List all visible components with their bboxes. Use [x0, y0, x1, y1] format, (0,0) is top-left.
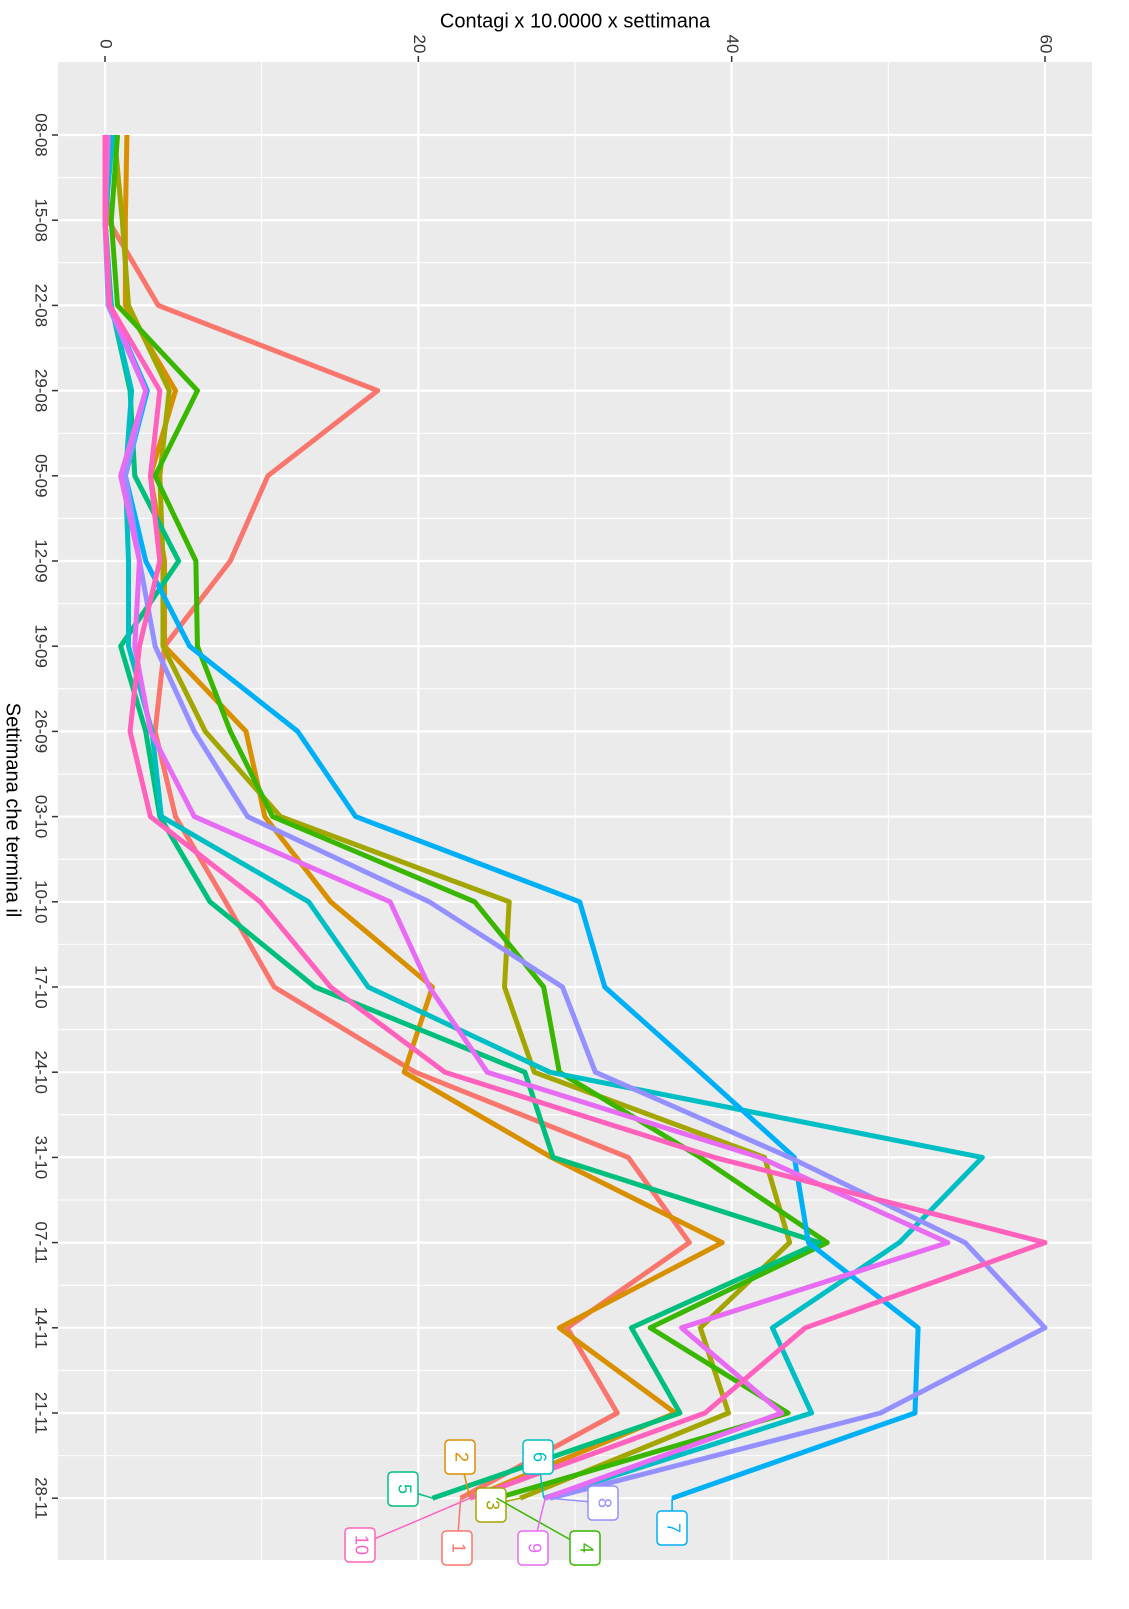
category-tick-label: 07-11	[32, 1221, 51, 1263]
series-label: 8	[587, 1485, 619, 1521]
legend-entry: 9	[524, 1543, 544, 1553]
label-box	[344, 1527, 376, 1563]
series-label: 4	[569, 1530, 601, 1566]
label-box	[475, 1487, 507, 1523]
value-tick-label: 0	[97, 39, 116, 48]
category-tick-label: 08-08	[32, 113, 51, 156]
category-tick-label: 24-10	[32, 1050, 51, 1093]
label-box	[569, 1530, 601, 1566]
legend-entry: 1	[448, 1543, 468, 1553]
category-tick-label: 14-11	[32, 1307, 51, 1349]
category-tick-label: 05-09	[32, 454, 51, 497]
value-axis-title: Contagi x 10.0000 x settimana	[440, 10, 711, 32]
label-box	[587, 1485, 619, 1521]
series-label: 6	[522, 1439, 554, 1475]
series-label: 10	[344, 1527, 376, 1563]
label-box	[517, 1530, 549, 1566]
series-label: 3	[475, 1487, 507, 1523]
legend-entry: 8	[594, 1498, 614, 1508]
category-tick-label: 21-11	[32, 1392, 51, 1434]
legend-entry: 4	[576, 1543, 596, 1553]
series-label: 5	[387, 1471, 419, 1507]
legend-entry: 2	[451, 1452, 471, 1462]
legend-entry: 3	[482, 1500, 502, 1510]
legend-entry: 10	[351, 1535, 371, 1555]
series-line	[102, 134, 692, 1501]
label-box	[522, 1439, 554, 1475]
legend-entry: 5	[394, 1484, 414, 1494]
category-tick-label: 12-09	[32, 539, 51, 582]
category-tick-label: 10-10	[32, 880, 51, 923]
series-line	[122, 134, 725, 1501]
category-tick-label: 15-08	[32, 198, 51, 241]
value-tick-label: 60	[1037, 35, 1056, 54]
label-box	[444, 1439, 476, 1475]
series-label: 9	[517, 1530, 549, 1566]
category-tick-label: 26-09	[32, 710, 51, 753]
category-axis-title: Settimana che termina il	[2, 703, 24, 918]
category-tick-label: 22-08	[32, 284, 51, 327]
category-tick-label: 17-10	[32, 965, 51, 1008]
category-tick-label: 28-11	[32, 1477, 51, 1519]
series-label: 2	[444, 1439, 476, 1475]
series-label: 1	[441, 1530, 473, 1566]
legend-entry: 6	[529, 1452, 549, 1462]
legend-entry: 7	[663, 1523, 683, 1533]
label-box	[387, 1471, 419, 1507]
series-label: 7	[656, 1510, 688, 1546]
label-connector	[359, 1497, 471, 1546]
category-tick-label: 29-08	[32, 369, 51, 412]
category-tick-label: 19-09	[32, 624, 51, 667]
series-line	[102, 134, 951, 1501]
label-box	[441, 1530, 473, 1566]
value-tick-label: 20	[410, 35, 429, 54]
series-line	[102, 135, 1048, 1501]
category-tick-label: 03-10	[32, 795, 51, 838]
value-tick-label: 40	[723, 35, 742, 54]
label-box	[656, 1510, 688, 1546]
category-tick-label: 31-10	[32, 1136, 51, 1179]
series-line	[108, 134, 830, 1501]
